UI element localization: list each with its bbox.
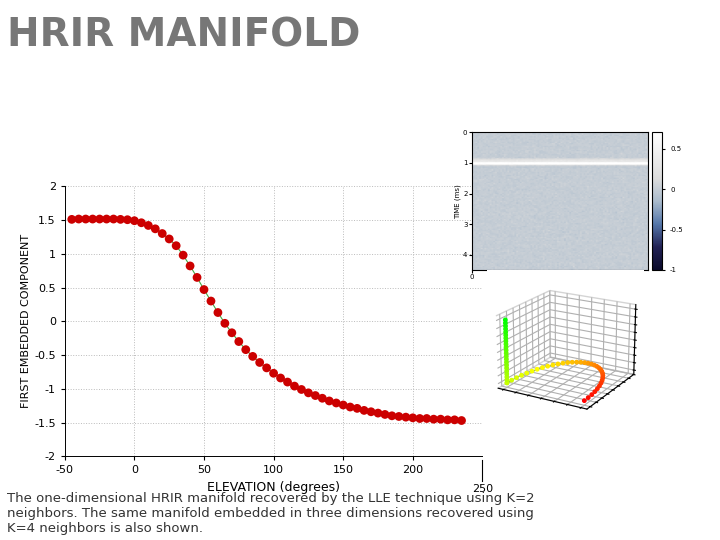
Point [135,218,147,227]
Point [379,410,391,419]
Point [156,229,168,238]
Point [435,415,446,423]
Point [150,225,161,233]
Point [456,416,467,425]
Point [344,403,356,411]
Point [289,382,300,390]
Point [393,412,405,421]
Point [177,251,189,259]
Point [296,385,307,394]
X-axis label: ELEVATION (degrees): ELEVATION (degrees) [207,481,340,494]
Point [192,273,203,282]
Point [275,374,287,382]
Text: 250: 250 [472,484,493,495]
Point [163,235,175,244]
Point [114,215,126,224]
Point [338,401,349,409]
Text: HRIR MANIFOLD: HRIR MANIFOLD [7,16,361,54]
Point [129,217,140,225]
Point [449,416,460,424]
Point [407,414,418,422]
Text: The one-dimensional HRIR manifold recovered by the LLE technique using K=2
neigh: The one-dimensional HRIR manifold recove… [7,491,535,535]
Point [261,363,272,372]
Point [386,411,397,420]
Point [143,221,154,230]
Point [330,399,342,407]
Point [254,358,266,367]
Point [108,215,120,224]
Point [219,319,230,328]
Point [80,215,91,224]
Point [66,215,78,224]
Y-axis label: FIRST EMBEDDED COMPONENT: FIRST EMBEDDED COMPONENT [22,234,32,408]
Point [247,352,258,361]
Point [205,297,217,306]
Point [317,394,328,403]
Y-axis label: TIME (ms): TIME (ms) [455,184,462,219]
Point [351,404,363,413]
Point [226,328,238,337]
Point [198,285,210,294]
Point [359,406,370,415]
Point [428,415,439,423]
Point [240,346,251,354]
Point [87,215,99,224]
Point [212,308,224,317]
Point [310,391,321,400]
Point [400,413,412,421]
Point [365,407,377,416]
Point [372,409,384,417]
Point [414,414,426,423]
Point [268,369,279,377]
Point [122,215,133,224]
Point [184,262,196,271]
Point [323,396,335,405]
Point [233,337,245,346]
Point [73,215,84,224]
Point [94,215,105,224]
Point [302,389,314,397]
Point [171,241,182,250]
X-axis label: ELEVATION (degrees): ELEVATION (degrees) [523,281,597,288]
Point [282,378,293,387]
Point [101,215,112,224]
Point [442,416,454,424]
Point [421,414,433,423]
